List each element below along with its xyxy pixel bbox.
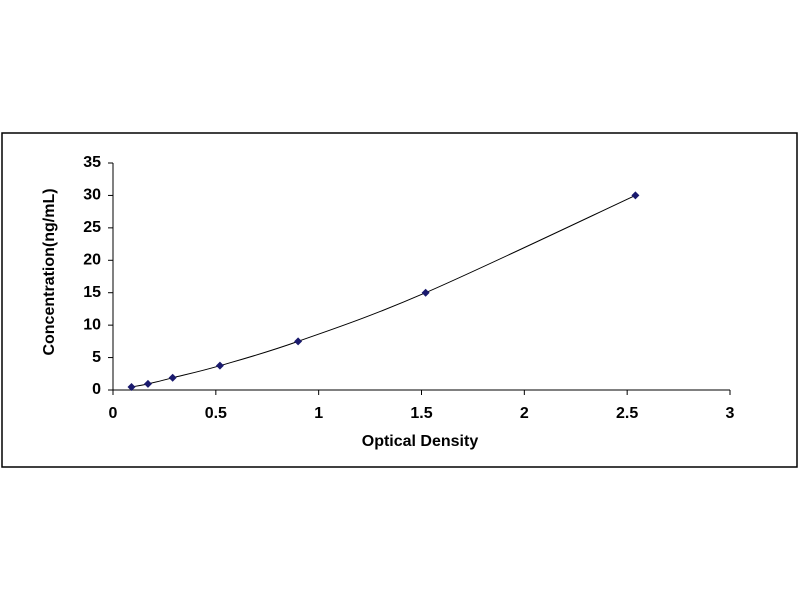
x-tick-label: 1 — [314, 405, 323, 422]
y-tick-label: 35 — [83, 154, 101, 171]
data-point — [127, 382, 136, 391]
trend-line — [131, 194, 636, 388]
data-point — [168, 373, 177, 382]
data-point — [421, 288, 430, 297]
x-tick-label: 2 — [520, 405, 529, 422]
y-tick-label: 30 — [83, 187, 101, 204]
y-axis-title: Concentration(ng/mL) — [41, 188, 58, 355]
data-point — [143, 379, 152, 388]
x-tick-label: 2.5 — [616, 405, 638, 422]
y-tick-label: 25 — [83, 219, 101, 236]
y-tick-label: 15 — [83, 284, 101, 301]
y-tick-label: 5 — [92, 349, 101, 366]
y-tick-label: 0 — [92, 381, 101, 398]
chart-frame — [1, 132, 798, 468]
x-tick-label: 3 — [726, 405, 735, 422]
x-tick-label: 0 — [109, 405, 118, 422]
data-point — [294, 337, 303, 346]
x-tick-label: 0.5 — [205, 405, 227, 422]
data-point — [631, 191, 640, 200]
x-axis-title: Optical Density — [362, 433, 479, 450]
x-tick-label: 1.5 — [410, 405, 432, 422]
y-tick-label: 20 — [83, 252, 101, 269]
y-tick-label: 10 — [83, 316, 101, 333]
data-point — [215, 361, 224, 370]
